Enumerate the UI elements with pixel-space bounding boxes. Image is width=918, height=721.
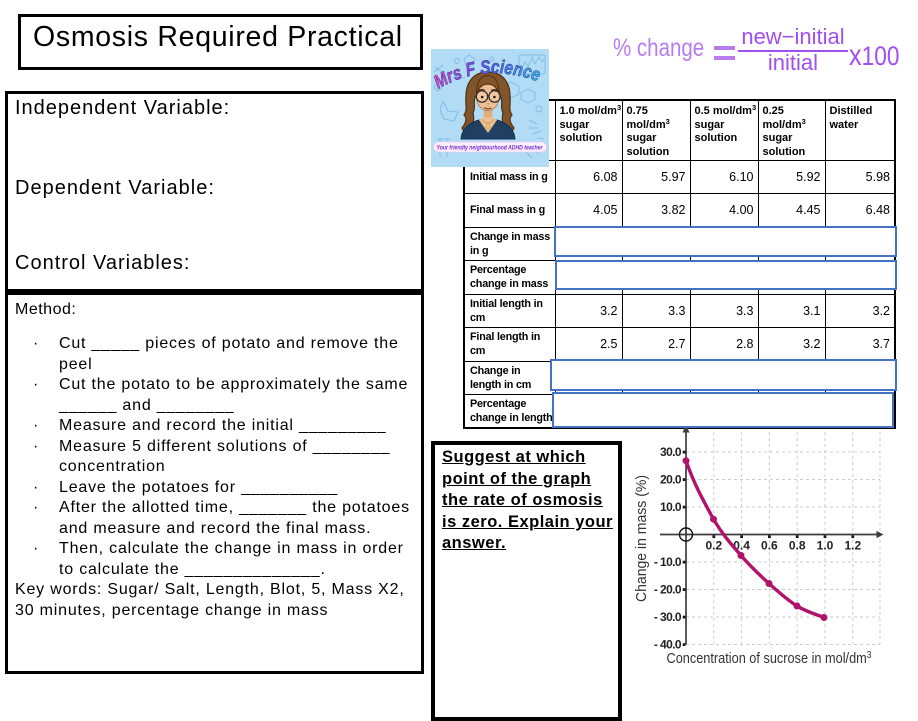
svg-text:0.2: 0.2 [705,539,722,553]
svg-text:1.0: 1.0 [817,539,834,553]
svg-text:- 40.0: - 40.0 [654,638,682,652]
svg-text:20.0: 20.0 [660,473,682,487]
svg-text:- 30.0: - 30.0 [654,610,682,624]
svg-text:Change in mass (%): Change in mass (%) [633,475,650,602]
svg-text:10.0: 10.0 [660,500,682,514]
svg-text:Your friendly neighbourhood AD: Your friendly neighbourhood ADHD teacher [437,145,544,151]
svg-text:Concentration of sucrose in mo: Concentration of sucrose in mol/dm3 [667,650,872,667]
svg-text:0.6: 0.6 [761,539,778,553]
svg-text:- 20.0: - 20.0 [654,583,682,597]
svg-text:0.8: 0.8 [789,539,806,553]
svg-text:- 10.0: - 10.0 [654,555,682,569]
svg-text:30.0: 30.0 [660,445,682,459]
svg-text:1.2: 1.2 [844,539,861,553]
